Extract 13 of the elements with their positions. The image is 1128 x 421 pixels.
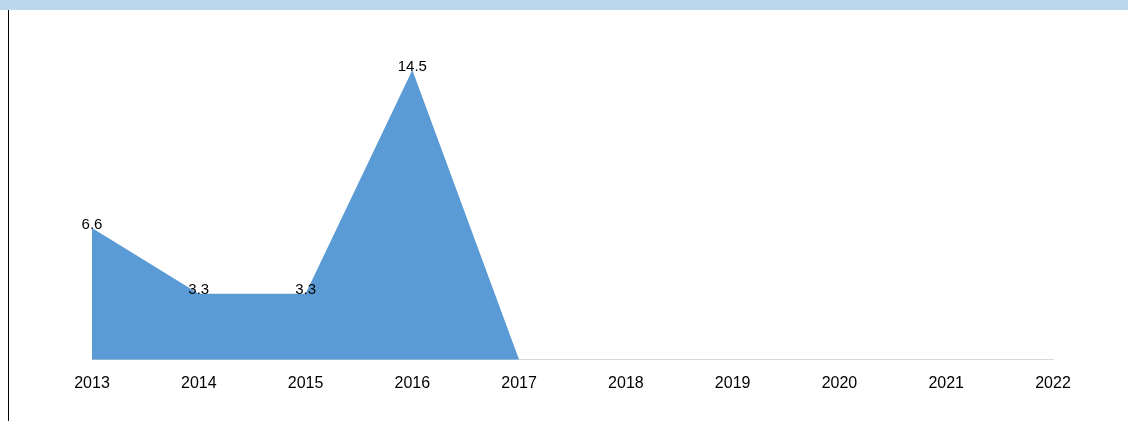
x-tick-label: 2017 bbox=[501, 373, 538, 391]
data-label: 3.3 bbox=[188, 280, 210, 298]
x-tick-label: 2014 bbox=[180, 373, 217, 391]
x-tick-label: 2019 bbox=[714, 373, 751, 391]
x-tick-label: 2021 bbox=[928, 373, 965, 391]
x-tick-label: 2018 bbox=[608, 373, 644, 391]
x-tick-label: 2020 bbox=[821, 373, 858, 391]
x-tick-label: 2015 bbox=[287, 373, 324, 391]
data-label: 14.5 bbox=[397, 56, 427, 74]
x-tick-label: 2013 bbox=[74, 373, 110, 391]
x-tick-label: 2022 bbox=[1035, 373, 1071, 391]
x-tick-label: 2016 bbox=[394, 373, 431, 391]
data-label: 6.6 bbox=[81, 214, 103, 232]
